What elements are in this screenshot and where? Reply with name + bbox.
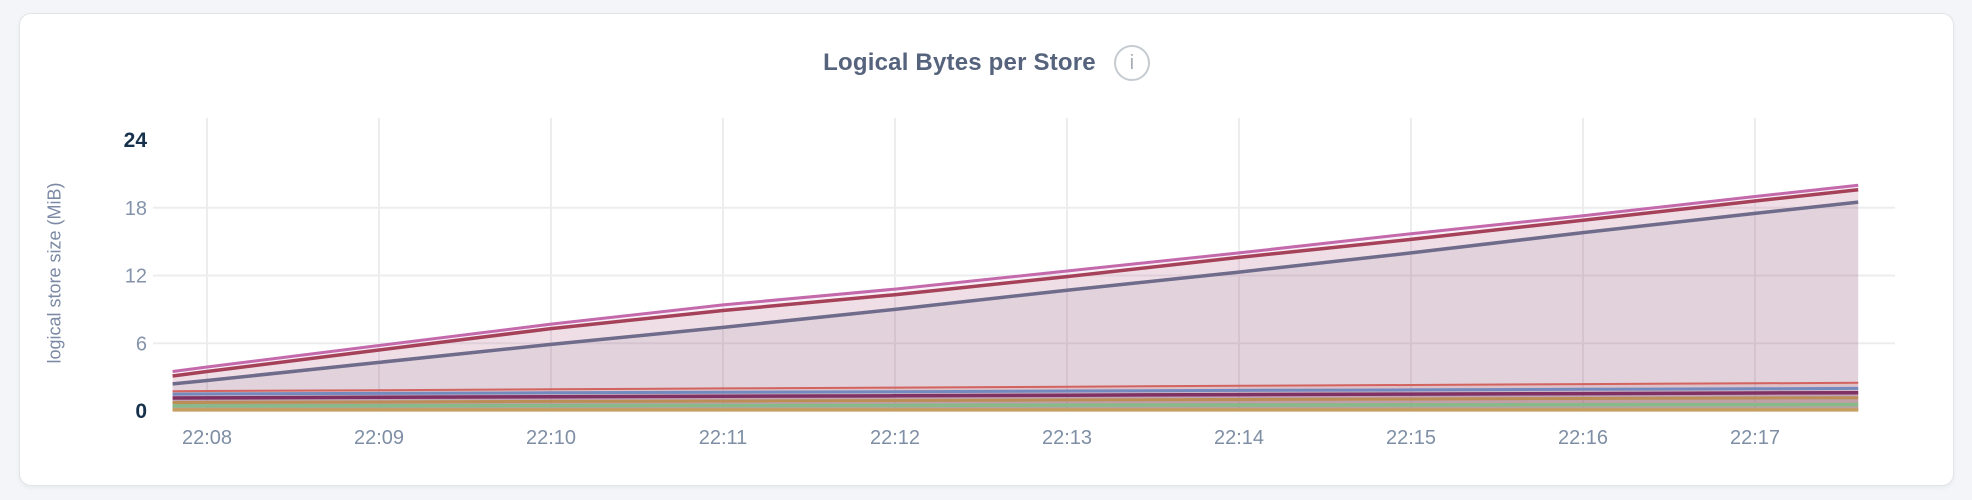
chart-title: Logical Bytes per Store [823, 49, 1096, 76]
y-axis-tick-labels: 0 6 12 18 24 [124, 129, 148, 423]
x-tick-label: 22:16 [1558, 427, 1608, 449]
x-tick-label: 22:12 [870, 427, 920, 449]
area-series-2 [172, 189, 1859, 411]
series-lines [172, 183, 1859, 412]
line-series-7 [172, 396, 1859, 404]
x-tick-label: 22:17 [1730, 427, 1780, 449]
line-series-8 [172, 402, 1859, 408]
x-tick-label: 22:15 [1386, 427, 1436, 449]
line-series-1 [172, 183, 1859, 373]
x-tick-label: 22:11 [699, 427, 748, 449]
x-tick-label: 22:09 [354, 427, 404, 449]
line-series-6 [172, 390, 1859, 400]
grid-vertical-lines [206, 118, 1756, 411]
y-tick-label: 18 [125, 198, 147, 220]
x-tick-label: 22:14 [1214, 427, 1264, 449]
x-tick-label: 22:10 [526, 427, 576, 449]
area-series-3 [172, 202, 1859, 411]
x-axis-tick-labels: 22:08 22:09 22:10 22:11 22:12 22:13 22:14 22:15… [182, 427, 1780, 449]
y-tick-label: 0 [135, 400, 147, 423]
y-tick-label: 24 [124, 129, 148, 152]
line-series-4 [172, 381, 1859, 393]
x-tick-label: 22:13 [1042, 427, 1092, 449]
area-series-1 [172, 185, 1859, 411]
chart-header: Logical Bytes per Store i [20, 45, 1953, 81]
line-series-3 [172, 200, 1859, 386]
x-tick-label: 22:08 [182, 427, 232, 449]
y-tick-label: 6 [136, 333, 147, 355]
info-icon[interactable]: i [1113, 45, 1150, 81]
y-tick-label: 12 [125, 266, 147, 288]
line-series-2 [172, 187, 1859, 378]
line-series-5 [172, 386, 1859, 396]
